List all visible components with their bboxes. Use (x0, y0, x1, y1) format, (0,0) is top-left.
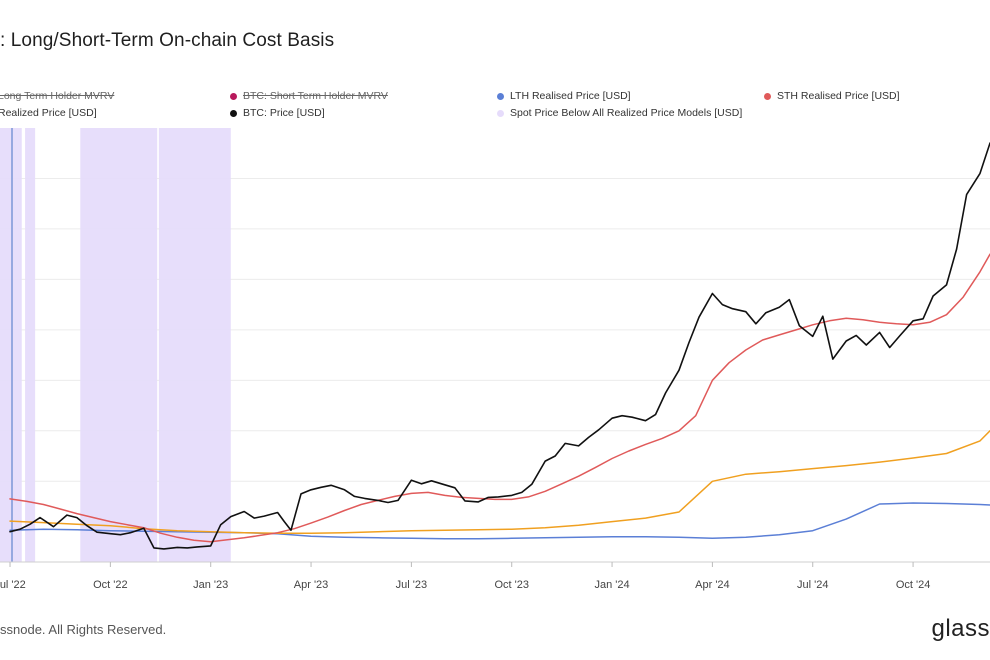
x-tick-label: Jul '24 (797, 579, 828, 591)
footer-copyright: ssnode. All Rights Reserved. (0, 622, 167, 637)
legend-item-lth-realised-price[interactable]: LTH Realised Price [USD] (497, 90, 631, 102)
legend-label: BTC: Price [USD] (243, 107, 325, 119)
shaded-region (158, 128, 231, 562)
legend-label: Spot Price Below All Realized Price Mode… (510, 107, 743, 119)
chart-title: : Long/Short-Term On-chain Cost Basis (0, 30, 335, 51)
legend-dot-icon (230, 109, 237, 117)
x-tick-label: Jul '23 (396, 579, 427, 591)
legend-item-sth-realised-price[interactable]: STH Realised Price [USD] (764, 90, 900, 102)
x-tick-label: Oct '23 (494, 579, 529, 591)
x-tick-label: Jan '24 (594, 579, 629, 591)
x-tick-label: Oct '24 (896, 579, 931, 591)
legend-label: STH Realised Price [USD] (777, 90, 900, 102)
shaded-regions (0, 128, 231, 562)
legend: Long Term Holder MVRV BTC: Short Term Ho… (0, 90, 990, 126)
legend-dot-icon (764, 92, 771, 100)
brand-logo: glass (931, 615, 990, 642)
shaded-region (80, 128, 158, 562)
legend-label: Realized Price [USD] (0, 107, 97, 119)
legend-item-lth-mvrv[interactable]: Long Term Holder MVRV (0, 90, 114, 102)
legend-label: LTH Realised Price [USD] (510, 90, 631, 102)
series-sth-realised-price-usd (9, 253, 990, 543)
x-tick-label: Jan '23 (193, 579, 228, 591)
legend-dot-icon (497, 92, 504, 100)
legend-item-spot-below-models[interactable]: Spot Price Below All Realized Price Mode… (497, 107, 742, 119)
shaded-region (25, 128, 36, 562)
series-realized-price-usd (9, 430, 990, 534)
x-tick-label: Oct '22 (93, 579, 128, 591)
series-lines (9, 142, 990, 550)
x-axis: Jul '22 Oct '22 Jan '23 Apr '23 Jul '23 Oct '… (0, 561, 990, 591)
legend-label: Long Term Holder MVRV (0, 90, 115, 102)
legend-item-sth-mvrv[interactable]: BTC: Short Term Holder MVRV (230, 90, 388, 102)
series-lth-realised-price-usd (9, 502, 990, 540)
x-tick-label: Apr '23 (294, 579, 329, 591)
x-tick-label: Jul '22 (0, 579, 26, 591)
shaded-region (0, 128, 22, 562)
legend-dot-icon (230, 92, 237, 100)
legend-label: BTC: Short Term Holder MVRV (243, 90, 388, 102)
legend-item-btc-price[interactable]: BTC: Price [USD] (230, 107, 325, 119)
x-tick-label: Apr '24 (695, 579, 730, 591)
legend-item-realized-price[interactable]: Realized Price [USD] (0, 107, 97, 119)
series-btc-price-usd (9, 142, 990, 550)
legend-dot-icon (497, 109, 504, 117)
